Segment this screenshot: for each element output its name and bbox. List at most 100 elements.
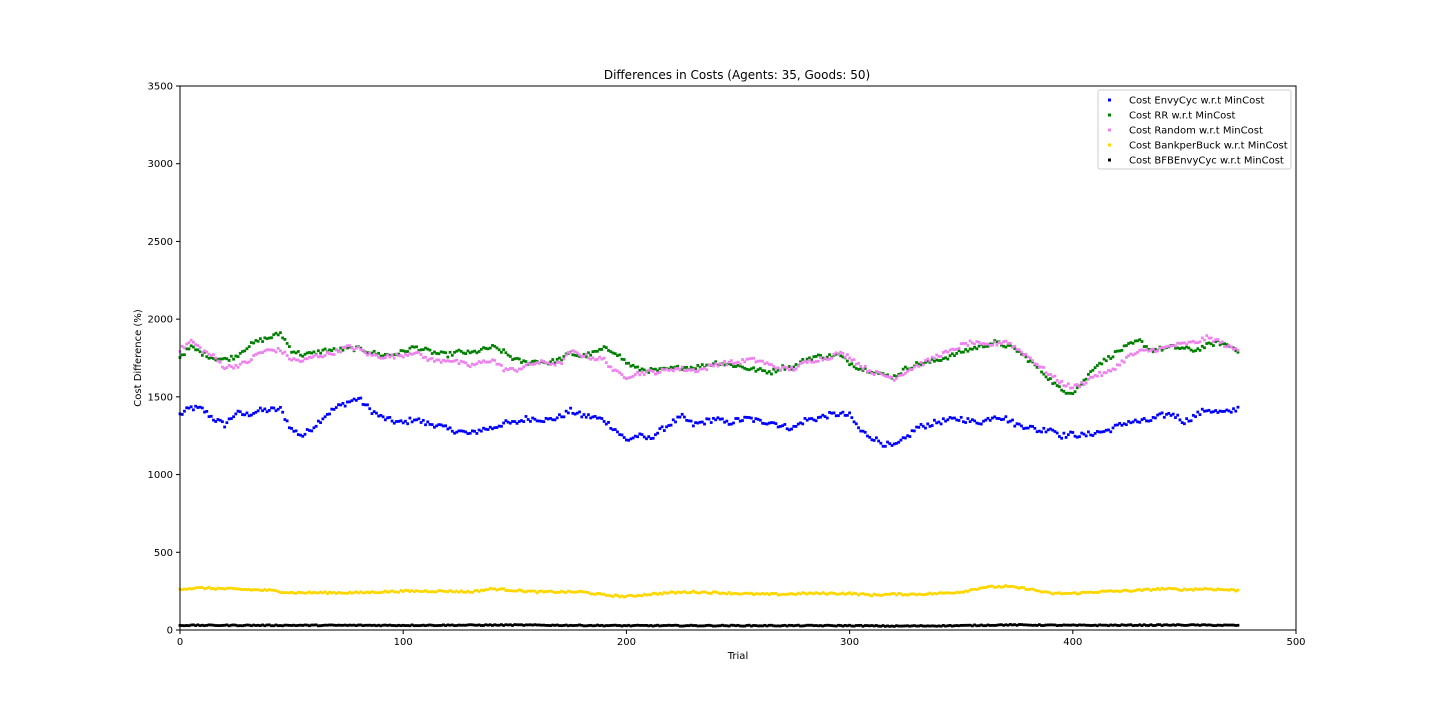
data-point xyxy=(700,367,704,371)
data-point xyxy=(196,344,200,347)
data-point xyxy=(705,363,709,367)
data-point xyxy=(1051,428,1055,432)
data-point xyxy=(587,591,590,594)
data-point xyxy=(187,406,191,410)
data-point xyxy=(941,357,945,360)
data-point xyxy=(935,421,939,425)
data-point xyxy=(589,416,593,420)
data-point xyxy=(770,363,773,367)
data-point xyxy=(415,345,418,349)
data-point xyxy=(859,365,863,368)
data-point xyxy=(828,353,831,357)
data-point xyxy=(678,368,682,372)
data-point xyxy=(397,419,401,423)
data-point xyxy=(854,362,858,366)
data-point xyxy=(296,433,300,436)
data-point xyxy=(776,593,780,597)
data-point xyxy=(515,369,519,373)
data-point xyxy=(261,589,264,592)
data-point xyxy=(191,345,195,349)
data-point xyxy=(212,623,215,627)
data-point xyxy=(1140,418,1144,422)
data-point xyxy=(1028,623,1032,627)
data-point xyxy=(495,426,499,429)
data-point xyxy=(1024,352,1028,356)
data-point xyxy=(200,406,204,410)
data-point xyxy=(285,623,289,627)
data-point xyxy=(180,344,184,348)
data-point xyxy=(946,357,950,361)
data-point xyxy=(1227,343,1231,347)
data-point xyxy=(685,369,689,372)
data-point xyxy=(694,370,697,374)
data-point xyxy=(395,624,398,628)
data-point xyxy=(191,408,195,412)
data-point xyxy=(703,422,706,426)
data-point xyxy=(859,592,863,596)
data-point xyxy=(917,425,921,429)
data-point xyxy=(283,418,287,421)
data-point xyxy=(1042,372,1046,376)
data-point xyxy=(180,413,184,416)
data-point xyxy=(301,624,305,627)
data-point xyxy=(761,421,764,425)
data-point xyxy=(459,429,463,433)
data-point xyxy=(1107,369,1110,372)
data-point xyxy=(582,624,586,628)
data-point xyxy=(604,624,608,627)
data-point xyxy=(616,430,619,434)
data-point xyxy=(738,419,742,423)
data-point xyxy=(631,363,635,367)
data-point xyxy=(303,591,307,595)
data-point xyxy=(1049,591,1052,595)
data-point xyxy=(767,370,771,373)
data-point xyxy=(1127,420,1130,423)
data-point xyxy=(1017,586,1021,590)
data-point xyxy=(299,433,302,437)
data-point xyxy=(330,352,334,356)
data-point xyxy=(390,624,394,627)
data-point xyxy=(1153,416,1157,420)
data-point xyxy=(294,429,298,433)
data-point xyxy=(993,339,997,342)
data-point xyxy=(1102,430,1106,433)
data-point xyxy=(975,588,979,591)
data-point xyxy=(1031,359,1035,363)
data-point xyxy=(834,414,838,418)
data-point xyxy=(1124,344,1128,347)
data-point xyxy=(477,623,481,627)
data-point xyxy=(819,624,822,627)
data-point xyxy=(1006,420,1010,424)
data-point xyxy=(375,591,378,595)
data-point xyxy=(1084,377,1088,381)
data-point xyxy=(747,592,751,595)
data-point xyxy=(669,368,673,372)
data-point xyxy=(1004,415,1008,419)
data-point xyxy=(453,431,456,435)
data-point xyxy=(687,591,691,595)
data-point xyxy=(290,624,293,627)
data-point xyxy=(1165,345,1168,349)
data-point xyxy=(292,591,296,595)
data-point xyxy=(1002,417,1006,421)
data-point xyxy=(535,591,539,595)
data-point xyxy=(1174,587,1177,591)
data-point xyxy=(794,593,798,596)
data-point xyxy=(1055,384,1059,387)
data-point xyxy=(1131,624,1135,628)
data-point xyxy=(1075,592,1079,596)
data-point xyxy=(392,624,396,627)
data-point xyxy=(491,587,494,591)
data-point xyxy=(1178,623,1182,627)
data-point xyxy=(747,368,751,372)
data-point xyxy=(1138,588,1142,592)
data-point xyxy=(665,425,668,429)
data-point xyxy=(1160,346,1164,349)
data-point xyxy=(669,365,673,369)
data-point xyxy=(417,417,421,421)
data-point xyxy=(1133,418,1137,422)
data-point xyxy=(937,624,941,628)
data-point xyxy=(578,589,581,593)
data-point xyxy=(1209,410,1213,414)
data-point xyxy=(522,365,526,369)
